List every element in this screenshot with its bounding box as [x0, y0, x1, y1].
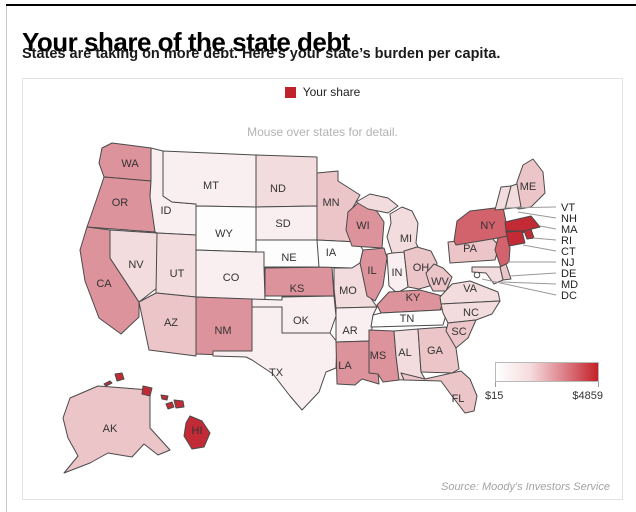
scale-min-label: $15: [485, 390, 504, 402]
scale-tick-min: [495, 382, 496, 387]
color-scale: $15 $4859: [485, 362, 603, 402]
legend-swatch-icon: [284, 86, 296, 98]
left-divider: [6, 6, 7, 512]
page-subtitle: States are taking on more debt. Here’s y…: [22, 46, 501, 62]
legend: Your share: [23, 85, 622, 99]
color-scale-bar: [495, 362, 599, 387]
state-CT[interactable]: [505, 230, 526, 247]
state-ND[interactable]: [255, 154, 318, 208]
state-HI[interactable]: [173, 399, 185, 409]
state-WA[interactable]: [98, 142, 152, 182]
state-WV[interactable]: [425, 263, 453, 292]
state-HI[interactable]: [141, 385, 153, 397]
state-HI[interactable]: [165, 401, 175, 410]
state-DC[interactable]: [473, 271, 481, 279]
state-KS[interactable]: [264, 266, 335, 297]
state-HI[interactable]: [103, 380, 113, 387]
page-title: Your share of the state debt: [22, 27, 350, 58]
state-CO[interactable]: [195, 249, 266, 301]
state-FL[interactable]: [400, 370, 478, 414]
state-IL[interactable]: [359, 247, 388, 302]
state-WY[interactable]: [195, 205, 257, 253]
source-credit: Source: Moody's Investors Service: [440, 481, 610, 493]
state-HI[interactable]: [114, 372, 125, 382]
state-TX[interactable]: [212, 306, 338, 411]
state-MT[interactable]: [162, 150, 257, 208]
state-AK[interactable]: [62, 385, 171, 474]
state-GA[interactable]: [417, 326, 460, 374]
state-UT[interactable]: [155, 232, 197, 298]
scale-max-label: $4859: [572, 390, 603, 402]
state-NM[interactable]: [195, 296, 253, 357]
state-SC[interactable]: [445, 319, 477, 349]
state-AR[interactable]: [335, 306, 378, 343]
top-divider: [6, 4, 636, 6]
state-NV[interactable]: [109, 229, 158, 303]
state-MI[interactable]: [355, 193, 399, 214]
scale-tick-max: [598, 382, 599, 387]
state-HI[interactable]: [183, 415, 211, 450]
state-SD[interactable]: [255, 205, 320, 241]
mouseover-hint: Mouse over states for detail.: [247, 125, 398, 139]
legend-label: Your share: [302, 85, 361, 99]
state-HI[interactable]: [160, 394, 169, 401]
state-VT[interactable]: [494, 185, 512, 211]
